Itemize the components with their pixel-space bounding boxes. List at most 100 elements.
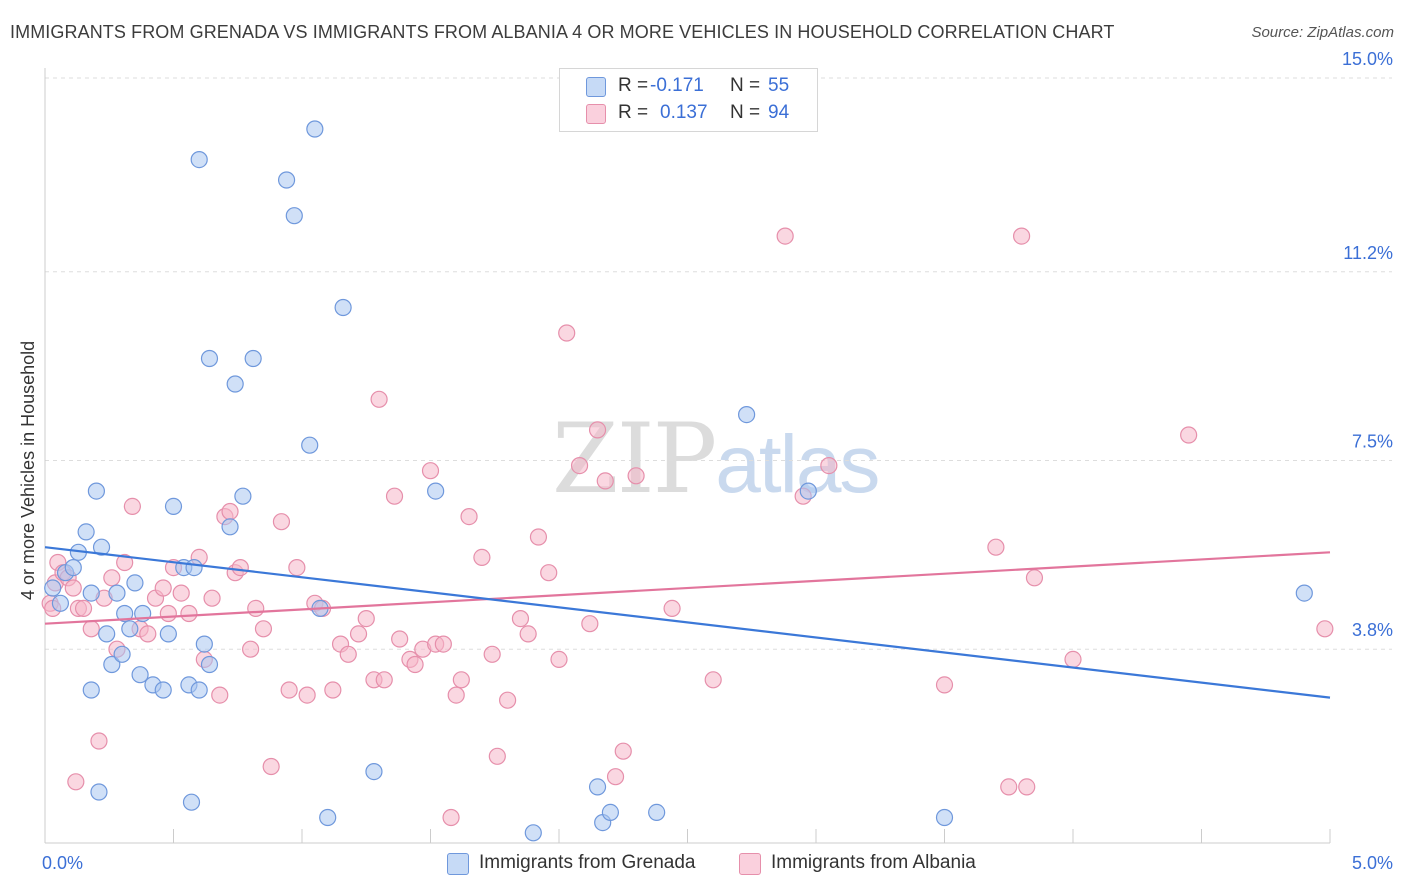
albania-point [159, 604, 177, 623]
albania-point [499, 691, 517, 709]
legend-swatch-grenada [586, 77, 606, 97]
albania-point [74, 599, 93, 618]
albania-point [211, 686, 229, 704]
grenada-point [648, 803, 666, 822]
albania-point [596, 472, 614, 490]
albania-point [820, 457, 838, 475]
albania-point [473, 548, 491, 567]
y-tick-label: 7.5% [1352, 432, 1393, 452]
albania-point [406, 655, 424, 674]
grenada-point [285, 207, 303, 225]
albania-point [139, 625, 157, 643]
tick-labels: 3.8% 7.5% 11.2% 15.0% 0.0% 5.0% [42, 49, 1393, 873]
grenada-point [77, 523, 95, 541]
albania-point [203, 589, 221, 607]
albania-point [483, 645, 501, 663]
legend-r-label: R = [618, 75, 649, 96]
bottom-legend-label-albania: Immigrants from Albania [771, 852, 976, 873]
legend-n-label: N = [730, 75, 761, 96]
albania-point [1025, 569, 1044, 587]
y-tick-label: 15.0% [1342, 49, 1393, 69]
grenada-point [200, 655, 219, 674]
grenada-points [44, 120, 1313, 842]
albania-point [247, 599, 265, 618]
grenada-point [113, 645, 131, 663]
grenada-point [44, 579, 62, 597]
albania-point [67, 773, 85, 791]
albania-point [375, 671, 393, 689]
albania-point [460, 507, 478, 526]
grenada-point [121, 620, 139, 638]
albania-point [434, 635, 452, 653]
albania-point [349, 625, 368, 643]
albania-point [231, 558, 249, 577]
axes [44, 68, 1331, 844]
albania-point [581, 615, 599, 633]
grenada-point [334, 298, 352, 317]
y-tick-label: 3.8% [1352, 620, 1393, 640]
albania-point [570, 457, 589, 475]
legend-r-label: R = [618, 102, 649, 123]
grenada-point [319, 808, 337, 827]
albania-point [154, 579, 172, 597]
y-axis-label: 4 or more Vehicles in Household [18, 340, 38, 600]
grenada-point [64, 558, 82, 577]
x-tick-label: 5.0% [1352, 853, 1393, 873]
albania-point [663, 599, 681, 618]
grenada-point [108, 584, 126, 602]
legend-r-value: 0.137 [660, 102, 708, 123]
x-tick-label: 0.0% [42, 853, 83, 873]
albania-point [627, 467, 645, 485]
albania-point [172, 584, 190, 602]
chart-title: IMMIGRANTS FROM GRENADA VS IMMIGRANTS FR… [10, 22, 1115, 42]
grenada-point [131, 666, 149, 684]
albania-point [558, 324, 576, 342]
albania-point [1012, 227, 1031, 245]
legend-n-value: 55 [768, 75, 790, 96]
grenada-point [159, 625, 177, 643]
albania-point [90, 732, 108, 750]
grenada-point [190, 151, 208, 169]
grenada-point [195, 635, 213, 653]
legend-n-value: 94 [768, 102, 790, 123]
grenada-point [301, 436, 319, 454]
grenada-trend-line [44, 546, 1331, 699]
grenada-point [799, 482, 817, 500]
albania-point [452, 671, 470, 689]
albania-point [614, 742, 632, 760]
albania-point [488, 747, 506, 765]
albania-point [385, 487, 404, 505]
legend-swatch-albania [586, 104, 606, 124]
albania-point [704, 671, 722, 689]
grenada-point [234, 487, 252, 505]
albania-point [442, 808, 460, 827]
grenada-point [92, 538, 111, 556]
albania-point [935, 676, 954, 694]
albania-point [1018, 778, 1036, 796]
albania-point [1000, 778, 1018, 796]
albania-trend-line [44, 551, 1331, 625]
albania-point [82, 620, 100, 638]
albania-point [254, 620, 273, 638]
albania-point [987, 538, 1005, 556]
source-credit: Source: ZipAtlas.com [1251, 24, 1394, 41]
legend-r-value: -0.171 [650, 75, 704, 96]
grenada-point [82, 681, 100, 699]
grenada-point [190, 681, 208, 699]
grenada-point [182, 793, 201, 811]
albania-point [272, 513, 291, 531]
grenada-point [935, 808, 954, 827]
albania-point [1064, 650, 1082, 669]
grenada-point [601, 803, 620, 822]
grenada-point [244, 349, 262, 368]
albania-point [357, 609, 375, 628]
grenada-point [154, 681, 172, 699]
grenada-point [524, 824, 542, 842]
albania-point [519, 625, 537, 643]
albania-point [511, 609, 530, 628]
albania-point [242, 640, 260, 658]
grenada-point [164, 497, 183, 515]
albania-point [1180, 426, 1198, 444]
albania-point [529, 528, 548, 546]
